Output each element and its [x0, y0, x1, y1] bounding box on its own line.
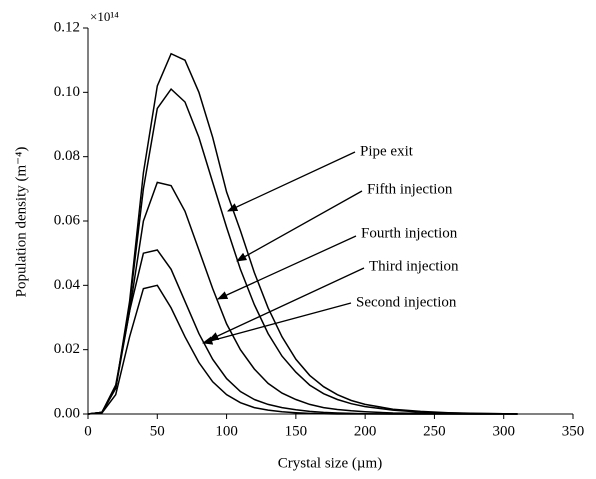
- line-series: [87, 249, 518, 415]
- y-tick-label: 0.12: [54, 19, 80, 35]
- series-label: Fourth injection: [361, 225, 458, 241]
- y-tick-label: 0.02: [54, 341, 80, 357]
- x-tick-label: 150: [285, 423, 308, 439]
- x-tick-label: 250: [423, 423, 446, 439]
- y-tick-label: 0.10: [54, 84, 80, 100]
- x-tick-label: 350: [562, 423, 585, 439]
- y-axis-label: Population density (m⁻⁴): [13, 147, 29, 298]
- x-tick-label: 200: [354, 423, 377, 439]
- x-tick-label: 300: [492, 423, 515, 439]
- y-tick-label: 0.00: [54, 405, 80, 421]
- series-label: Second injection: [356, 294, 457, 310]
- annotation-arrow: [208, 267, 365, 341]
- y-multiplier: ×10¹⁴: [90, 9, 119, 24]
- series-label: Third injection: [369, 258, 459, 274]
- line-series: [87, 87, 518, 415]
- y-tick-label: 0.04: [54, 277, 81, 293]
- series-label: Fifth injection: [367, 181, 453, 197]
- annotation-arrow: [227, 151, 356, 212]
- line-series: [87, 52, 518, 415]
- series-label: Pipe exit: [360, 143, 414, 159]
- y-tick-label: 0.08: [54, 148, 80, 164]
- x-tick-label: 0: [84, 423, 92, 439]
- line-series: [87, 284, 518, 415]
- annotation-arrow: [236, 190, 363, 262]
- x-axis-label: Crystal size (µm): [278, 455, 382, 471]
- annotation-arrow: [217, 235, 357, 300]
- x-tick-label: 50: [150, 423, 165, 439]
- y-tick-label: 0.06: [54, 212, 81, 228]
- annotation-arrow: [201, 302, 352, 345]
- x-tick-label: 100: [215, 423, 238, 439]
